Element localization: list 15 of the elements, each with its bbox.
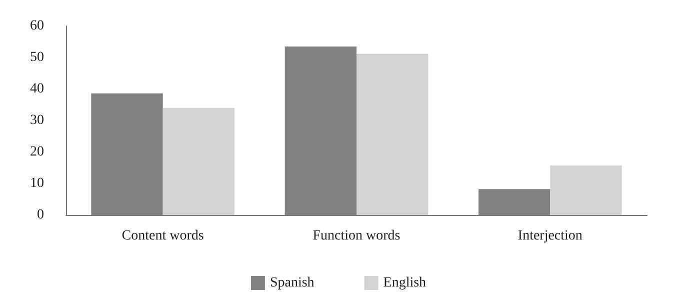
- bar: [550, 166, 622, 215]
- y-tick-label: 60: [30, 18, 44, 34]
- bar: [162, 108, 234, 215]
- y-tick-label: 30: [30, 113, 44, 128]
- legend-label: Spanish: [270, 276, 314, 290]
- legend-label: English: [383, 276, 426, 290]
- y-tick-label: 0: [37, 208, 44, 222]
- y-tick-label: 50: [30, 50, 44, 65]
- x-tick-label: Content words: [122, 228, 204, 244]
- bar: [356, 54, 428, 215]
- y-tick-label: 20: [30, 144, 44, 160]
- y-tick-label: 10: [30, 176, 44, 191]
- x-tick-label: Function words: [312, 228, 400, 244]
- x-tick-label: Interjection: [518, 228, 582, 244]
- y-tick-label: 40: [30, 82, 44, 96]
